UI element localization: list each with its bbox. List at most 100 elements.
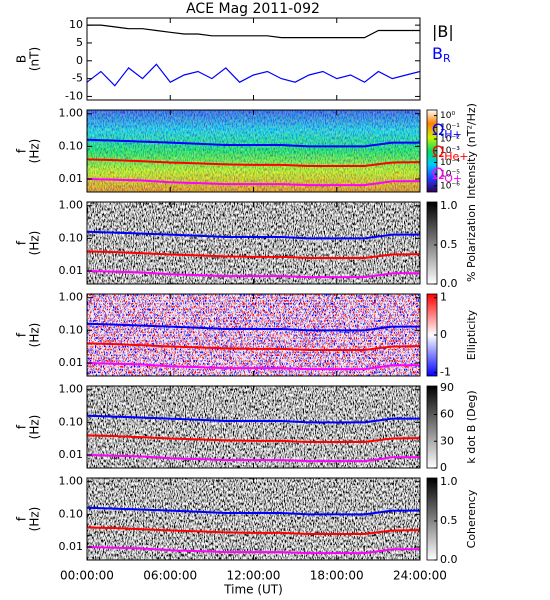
x-tick-label: 12:00:00 <box>227 569 281 583</box>
y-axis-label: f <box>15 148 29 153</box>
y-axis-label: f <box>15 332 29 337</box>
series-line <box>86 526 421 535</box>
series-line <box>86 270 420 279</box>
y-tick-label: 10 <box>69 18 83 31</box>
colorbar-tick-label: 90 <box>440 381 454 394</box>
legend-name: |B| <box>432 22 454 41</box>
series-line <box>86 362 420 371</box>
y-tick-label: 0.10 <box>59 415 84 428</box>
legend-name: B <box>432 44 443 63</box>
y-axis-label: (Hz) <box>28 415 42 440</box>
colorbar-tick-label: 0.0 <box>440 553 458 566</box>
y-tick-label: 1.00 <box>59 291 84 304</box>
x-tick-label: 00:00:00 <box>60 569 114 583</box>
y-axis-label: B <box>15 55 29 63</box>
colorbar-tick-label: 1.0 <box>440 199 458 212</box>
colorbar-tick-label: 0 <box>440 461 447 474</box>
spectrogram-texture <box>87 202 420 284</box>
series-line <box>87 24 420 39</box>
series-line <box>86 454 420 463</box>
y-axis-label: (Hz) <box>28 139 42 164</box>
series-line <box>86 414 420 424</box>
colorbar-tick-label: 1 <box>440 291 447 304</box>
colorbar-tick-label: 10⁰ <box>440 111 455 121</box>
y-axis-label: (Hz) <box>28 231 42 256</box>
legend-entry: ΩH+ <box>432 120 462 142</box>
colorbar-tick-label: 10⁻⁴ <box>440 158 460 168</box>
legend-entry: ΩO+ <box>432 164 462 186</box>
colorbar-label: Ellipticity <box>465 309 478 360</box>
y-tick-label: 0.10 <box>59 139 84 152</box>
series-line <box>86 63 421 87</box>
colorbar-tick-label: -1 <box>440 365 451 378</box>
legend-subscript: H+ <box>444 128 462 141</box>
series-line <box>86 138 420 148</box>
legend-subscript: O+ <box>444 172 462 185</box>
legend-name: Ω <box>432 164 444 183</box>
y-axis-label: (nT) <box>28 47 42 71</box>
y-tick-label: 1.00 <box>59 107 84 120</box>
colorbar-label: Intensity (nT²/Hz) <box>465 103 478 199</box>
legend-name: Ω <box>432 142 444 161</box>
colorbar-tick-label: 10⁻³ <box>440 146 460 156</box>
legend-entry: |B| <box>432 22 454 41</box>
colorbar <box>426 477 438 561</box>
y-tick-label: 0.01 <box>59 540 84 553</box>
colorbar-tick-label: 10⁻² <box>440 135 460 145</box>
y-axis-label: f <box>15 240 29 245</box>
colorbar-label: Coherency <box>465 489 478 548</box>
y-tick-label: 0.01 <box>59 448 84 461</box>
plot-frame <box>86 17 421 101</box>
colorbar-label: % Polarization <box>465 204 478 282</box>
x-tick-label: 18:00:00 <box>310 569 364 583</box>
x-tick-label: 24:00:00 <box>393 569 447 583</box>
colorbar-tick-label: 0.5 <box>440 514 458 527</box>
series-line <box>86 178 420 187</box>
x-axis-label: Time (UT) <box>223 583 283 597</box>
colorbar-tick-label: 30 <box>440 434 454 447</box>
colorbar <box>426 385 438 469</box>
spectrogram-texture <box>87 386 420 468</box>
legend-entry: ΩHe+ <box>432 142 469 164</box>
series-line <box>86 322 420 332</box>
y-tick-label: 1.00 <box>59 199 84 212</box>
series-line <box>86 250 421 259</box>
series-line <box>86 342 421 351</box>
spectrogram-texture <box>87 110 420 192</box>
y-tick-label: 0 <box>76 54 83 67</box>
y-axis-label: f <box>15 424 29 429</box>
series-line <box>86 506 420 516</box>
legend-entry: BR <box>432 44 451 66</box>
colorbar-tick-label: 60 <box>440 408 454 421</box>
legend-subscript: He+ <box>444 150 468 163</box>
y-tick-label: 0.01 <box>59 356 84 369</box>
y-axis-label: f <box>15 516 29 521</box>
colorbar-tick-label: 0.5 <box>440 238 458 251</box>
x-tick-label: 06:00:00 <box>143 569 197 583</box>
colorbar-tick-label: 10⁻¹ <box>440 123 460 133</box>
series-line <box>86 158 421 167</box>
series-line <box>86 546 420 555</box>
colorbar-label: k dot B (Deg) <box>465 390 478 463</box>
series-line <box>86 230 420 240</box>
y-tick-label: 0.10 <box>59 323 84 336</box>
colorbar-tick-label: 0 <box>440 328 447 341</box>
colorbar-tick-label: 1.0 <box>440 475 458 488</box>
colorbar-tick-label: 0.0 <box>440 277 458 290</box>
colorbar-tick-label: 10⁻⁶ <box>440 181 460 191</box>
y-tick-label: 0.01 <box>59 172 84 185</box>
y-tick-label: -10 <box>65 89 83 102</box>
spectrogram-texture <box>87 294 420 376</box>
y-tick-label: 5 <box>76 36 83 49</box>
y-tick-label: -5 <box>72 72 83 85</box>
colorbar-tick-label: 10⁻⁵ <box>440 170 460 180</box>
y-axis-label: (Hz) <box>28 323 42 348</box>
legend-subscript: R <box>443 52 451 65</box>
chart-title: ACE Mag 2011-092 <box>186 1 320 17</box>
y-axis-label: (Hz) <box>28 507 42 532</box>
y-tick-label: 0.10 <box>59 507 84 520</box>
colorbar <box>426 201 438 285</box>
y-tick-label: 0.01 <box>59 264 84 277</box>
y-tick-label: 1.00 <box>59 475 84 488</box>
